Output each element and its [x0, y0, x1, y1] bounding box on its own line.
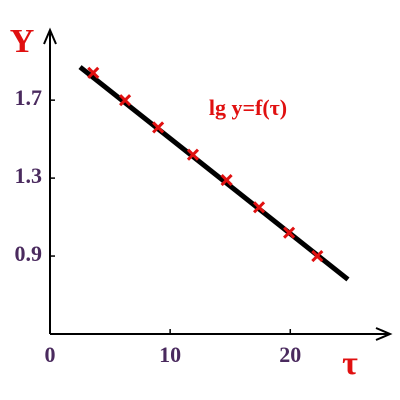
- x-axis-arrow: [375, 327, 393, 341]
- data-point: [186, 148, 200, 161]
- data-point: [152, 121, 165, 134]
- data-point: [220, 173, 233, 187]
- data-point: [119, 94, 132, 107]
- marker-stroke: [87, 66, 100, 79]
- marker-stroke: [311, 249, 324, 263]
- marker-stroke: [252, 201, 266, 214]
- data-point: [87, 66, 100, 79]
- x-axis-label: τ: [342, 345, 358, 382]
- marker-stroke: [283, 226, 296, 239]
- marker-stroke: [220, 173, 233, 187]
- marker-stroke: [152, 121, 165, 134]
- y-tick-label: 1.7: [15, 85, 43, 110]
- y-axis-arrow: [43, 27, 57, 45]
- chart-title: lg y=f(τ): [209, 95, 287, 120]
- y-tick-label: 1.3: [15, 163, 43, 188]
- data-point: [252, 201, 266, 214]
- y-axis-label: Y: [10, 23, 35, 60]
- y-tick-label: 0.9: [15, 241, 43, 266]
- marker-stroke: [119, 94, 132, 107]
- x-tick-label: 0: [45, 342, 56, 367]
- data-point: [311, 249, 324, 263]
- data-point: [283, 226, 296, 239]
- x-tick-label: 10: [159, 342, 181, 367]
- x-tick-label: 20: [279, 342, 301, 367]
- marker-stroke: [186, 148, 200, 161]
